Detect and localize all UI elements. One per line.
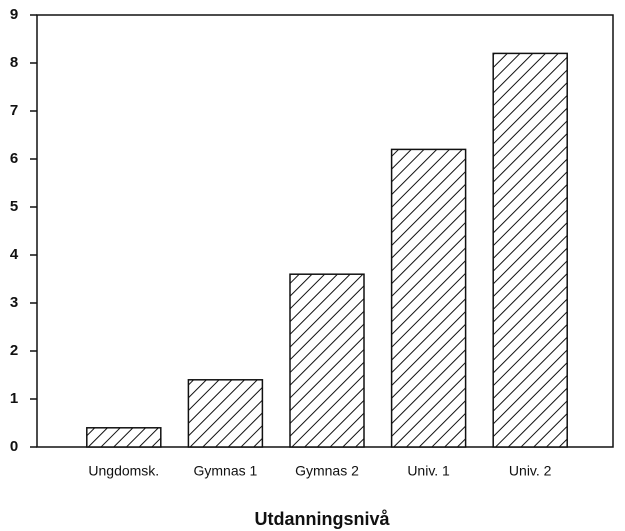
x-tick-label: Gymnas 2 <box>295 463 359 479</box>
x-tick-label: Univ. 2 <box>509 463 552 479</box>
x-tick-label: Univ. 1 <box>407 463 450 479</box>
y-tick-label: 4 <box>10 246 19 263</box>
bar <box>187 379 264 448</box>
y-tick-label: 0 <box>10 438 18 455</box>
y-tick-label: 7 <box>10 102 18 119</box>
y-tick-label: 9 <box>10 6 18 23</box>
bar <box>289 273 365 448</box>
y-tick-label: 6 <box>10 150 18 167</box>
bar <box>492 52 568 448</box>
x-tick-label: Ungdomsk. <box>88 463 159 479</box>
y-tick-label: 2 <box>10 342 18 359</box>
y-tick-label: 5 <box>10 198 18 215</box>
y-tick-label: 8 <box>10 54 18 71</box>
bar <box>86 427 162 448</box>
y-tick-label: 1 <box>10 390 18 407</box>
y-tick-label: 3 <box>10 294 18 311</box>
x-axis-title: Utdanningsnivå <box>254 509 390 529</box>
bar <box>390 148 467 448</box>
x-tick-label: Gymnas 1 <box>193 463 257 479</box>
